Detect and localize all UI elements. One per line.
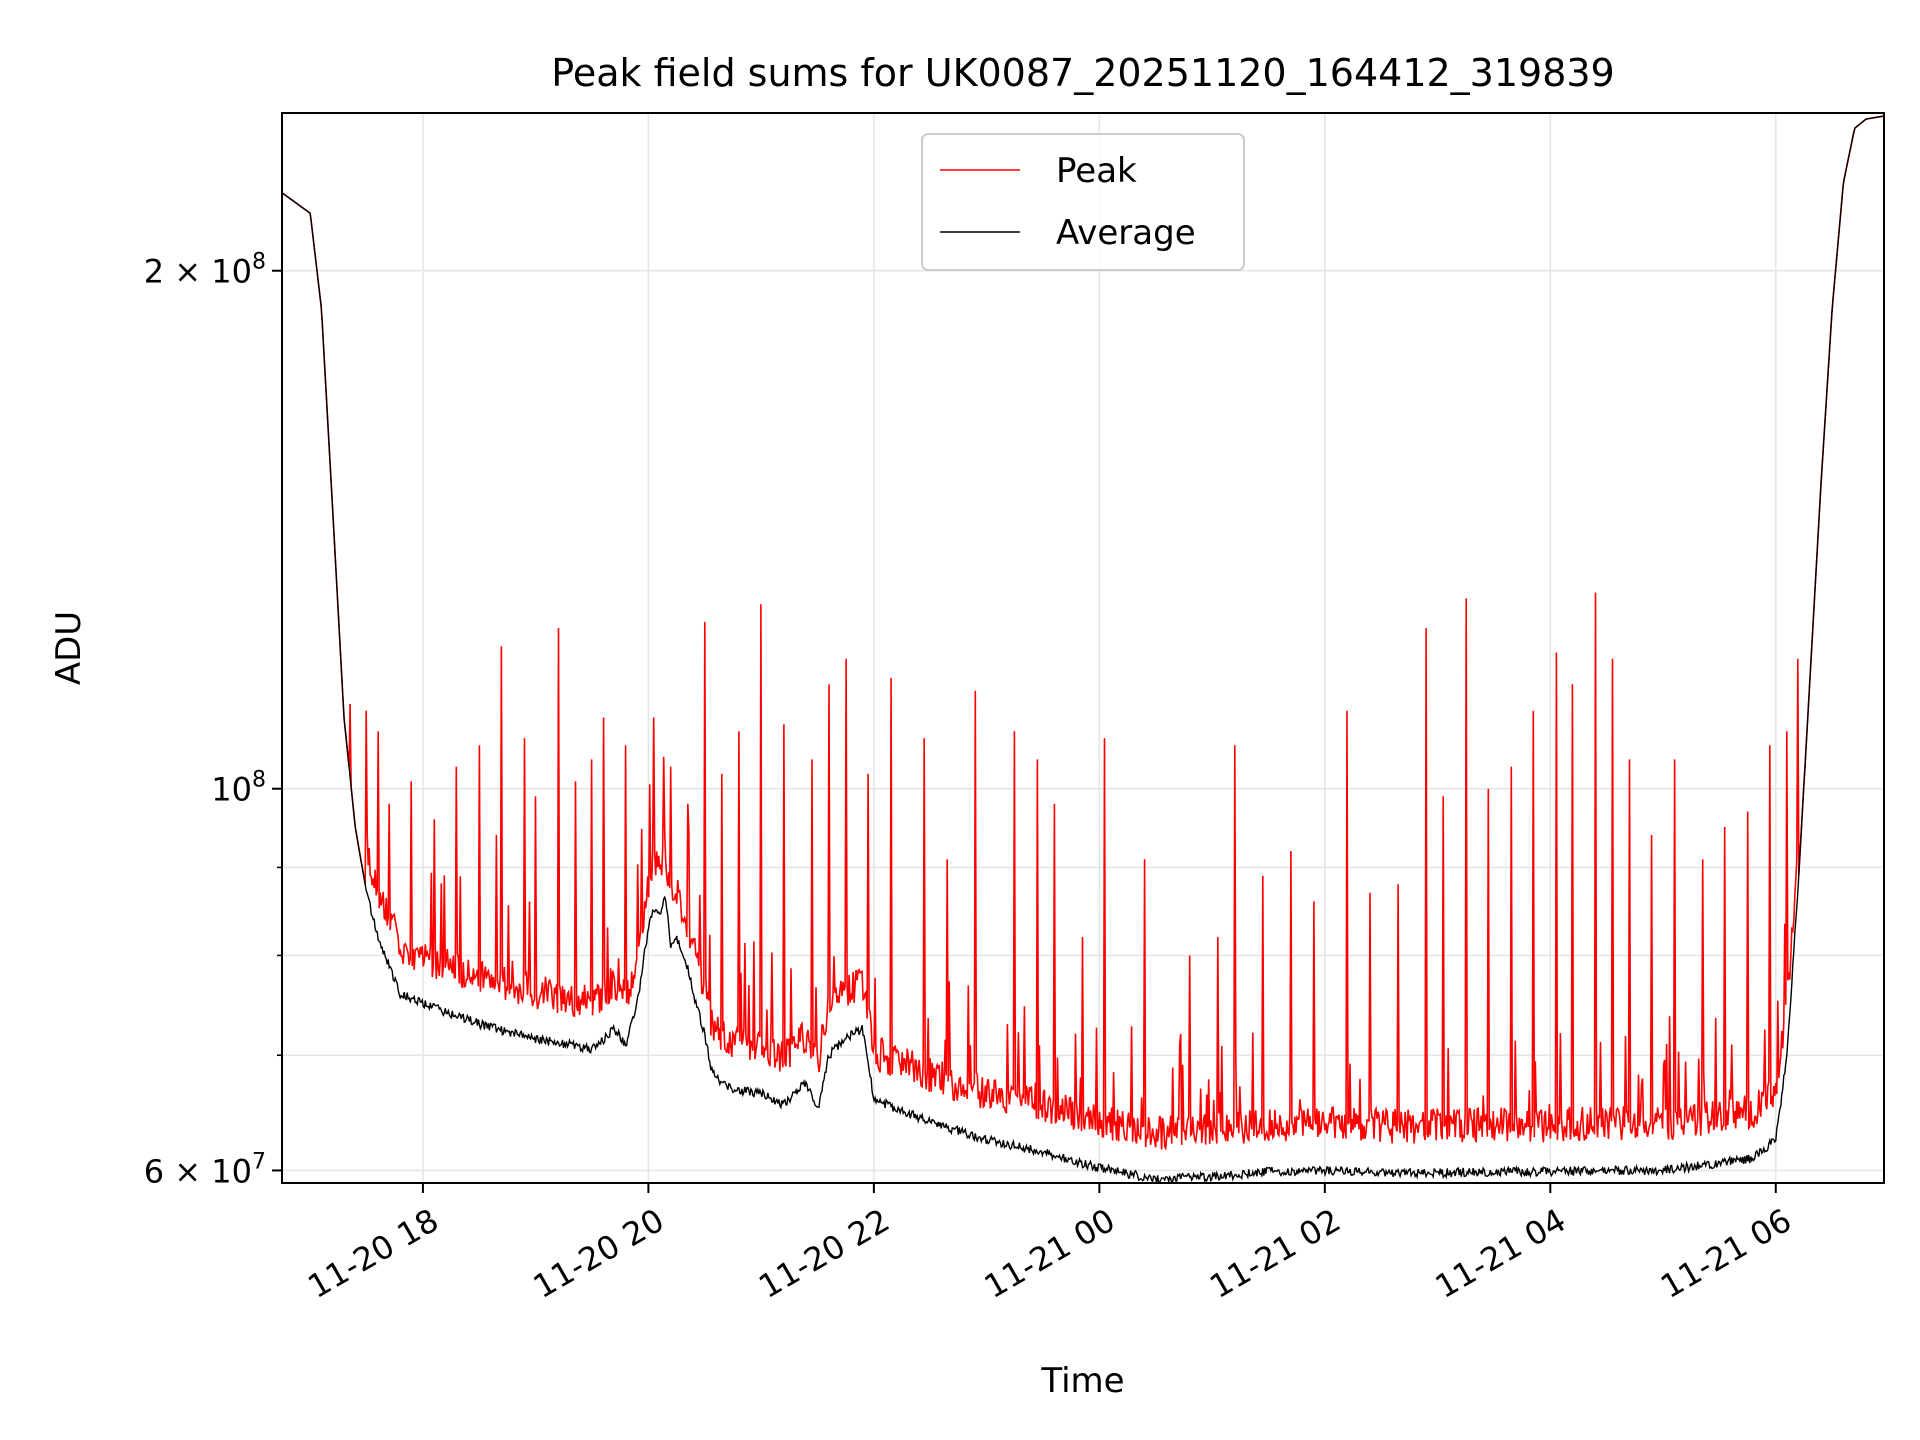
y-axis-label: ADU [49, 611, 89, 685]
y-tick-label-exponent: 8 [252, 768, 266, 793]
legend-label-peak: Peak [1056, 151, 1137, 191]
legend-label-average: Average [1056, 213, 1196, 253]
y-tick-label: 2 × 108 [144, 250, 266, 291]
series-layer [282, 115, 1884, 1183]
y-tick-label-exponent: 7 [252, 1149, 266, 1174]
plot-frame [281, 112, 1885, 1184]
chart-title: Peak field sums for UK0087_20251120_1644… [551, 51, 1614, 95]
x-axis-label: Time [1040, 1361, 1124, 1401]
series-line-peak [282, 115, 1884, 1151]
y-tick-label-base: 2 × 10 [144, 253, 252, 291]
series-line-average [282, 115, 1884, 1183]
plot-area [282, 115, 1884, 1183]
y-tick-label: 108 [211, 768, 266, 809]
y-tick-label-exponent: 8 [252, 250, 266, 275]
y-tick-label: 6 × 107 [144, 1149, 266, 1190]
legend-box [921, 133, 1245, 271]
legend: Peak Average [921, 133, 1245, 271]
y-tick-label-base: 10 [211, 771, 252, 809]
y-tick-label-base: 6 × 10 [144, 1152, 252, 1190]
